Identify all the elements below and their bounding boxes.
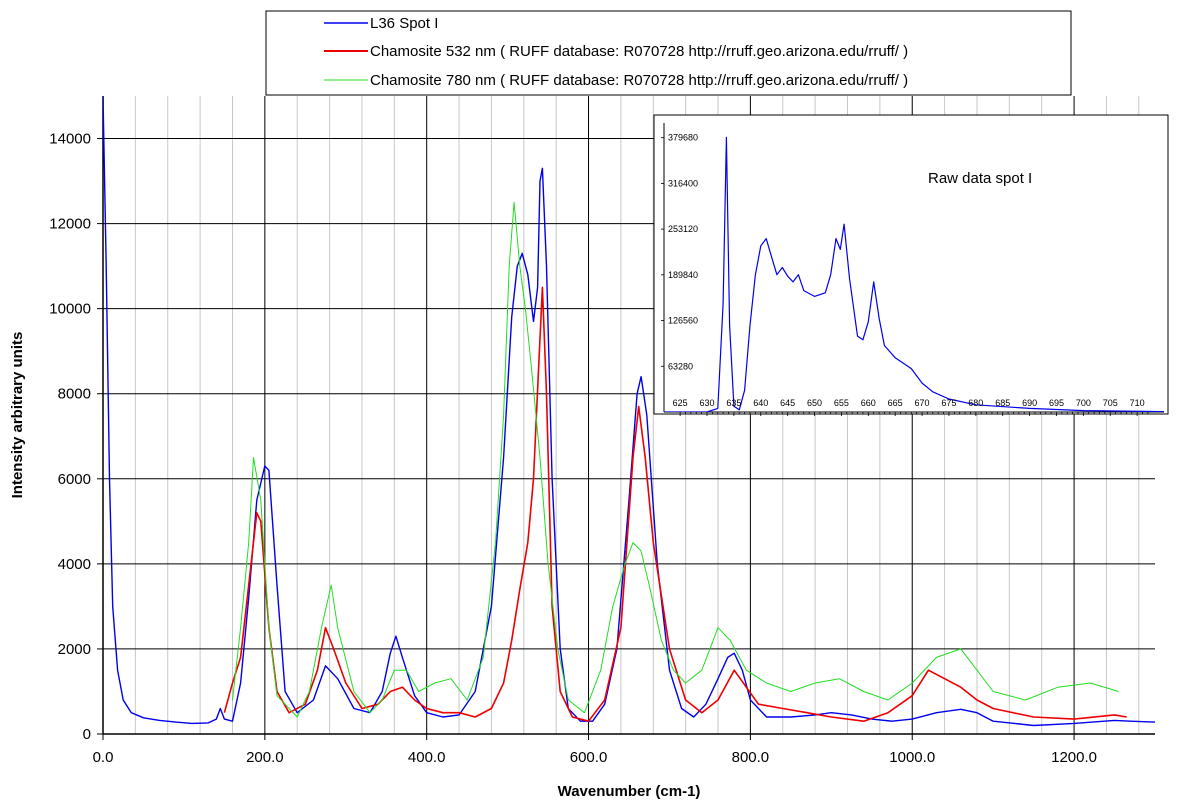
inset-plot: 625 630 635 640 645 650 655 660 665 670 675 680 685 6… <box>653 114 1169 416</box>
inset-y-tick-label: 63280 <box>668 361 693 371</box>
inset-x-tick-label: 660 <box>861 398 876 408</box>
inset-x-tick-label: 650 <box>807 398 822 408</box>
x-tick-label: 400.0 <box>408 749 446 766</box>
inset-x-tick-label: 700 <box>1076 398 1091 408</box>
legend-entry-532: Chamosite 532 nm ( RUFF database: R07072… <box>324 43 908 60</box>
inset-title: Raw data spot I <box>928 170 1032 187</box>
y-tick-label: 10000 <box>49 301 91 318</box>
main-y-tick-labels: 0 2000 4000 6000 8000 10000 12000 14000 <box>49 131 91 743</box>
y-tick-label: 0 <box>83 726 91 743</box>
legend-label-780: Chamosite 780 nm ( RUFF database: R07072… <box>370 72 908 89</box>
inset-x-tick-labels: 625 630 635 640 645 650 655 660 665 670 675 680 685 6… <box>673 398 1145 408</box>
inset-x-tick-label: 655 <box>834 398 849 408</box>
x-tick-label: 0.0 <box>93 749 114 766</box>
legend-label-l36: L36 Spot I <box>370 15 438 32</box>
x-axis-label: Wavenumber (cm-1) <box>558 783 701 800</box>
inset-x-tick-label: 695 <box>1049 398 1064 408</box>
series-line-0 <box>103 96 1155 727</box>
legend: L36 Spot I Chamosite 532 nm ( RUFF datab… <box>265 10 1072 96</box>
main-axes <box>97 96 1155 740</box>
legend-label-532: Chamosite 532 nm ( RUFF database: R07072… <box>370 43 908 60</box>
inset-y-tick-labels: 63280 126560 189840 253120 316400 379680 <box>668 133 698 372</box>
inset-x-tick-label: 645 <box>780 398 795 408</box>
x-tick-label: 200.0 <box>246 749 284 766</box>
y-tick-label: 12000 <box>49 216 91 233</box>
inset-y-tick-label: 189840 <box>668 270 698 280</box>
inset-x-tick-label: 625 <box>673 398 688 408</box>
inset-y-tick-label: 253120 <box>668 224 698 234</box>
inset-x-tick-label: 675 <box>941 398 956 408</box>
y-tick-label: 4000 <box>58 556 91 573</box>
y-tick-label: 8000 <box>58 386 91 403</box>
y-tick-label: 2000 <box>58 641 91 658</box>
inset-x-tick-label: 685 <box>995 398 1010 408</box>
inset-x-tick-label: 710 <box>1130 398 1145 408</box>
y-axis-label: Intensity arbitrary units <box>9 332 26 499</box>
inset-x-tick-label: 690 <box>1022 398 1037 408</box>
inset-x-tick-label: 705 <box>1103 398 1118 408</box>
inset-series-line <box>664 136 1164 412</box>
main-x-tick-labels: 0.0 200.0 400.0 600.0 800.0 1000.0 1200.0 <box>93 749 1097 766</box>
inset-x-tick-label: 635 <box>726 398 741 408</box>
series-line-2 <box>232 201 1119 718</box>
x-tick-label: 600.0 <box>570 749 608 766</box>
inset-box <box>653 114 1169 415</box>
inset-x-tick-label: 630 <box>699 398 714 408</box>
inset-x-tick-label: 640 <box>753 398 768 408</box>
x-tick-label: 1200.0 <box>1051 749 1097 766</box>
x-tick-label: 1000.0 <box>889 749 935 766</box>
y-tick-label: 6000 <box>58 471 91 488</box>
inset-x-tick-label: 680 <box>968 398 983 408</box>
inset-y-tick-label: 316400 <box>668 178 698 188</box>
y-tick-label: 14000 <box>49 131 91 148</box>
series-line-1 <box>223 286 1127 722</box>
x-tick-label: 800.0 <box>732 749 770 766</box>
inset-axes <box>661 123 1164 416</box>
legend-entry-780: Chamosite 780 nm ( RUFF database: R07072… <box>324 72 908 89</box>
legend-box <box>265 10 1072 96</box>
main-series-lines <box>103 96 1155 727</box>
inset-x-tick-label: 670 <box>915 398 930 408</box>
inset-y-tick-label: 379680 <box>668 133 698 143</box>
inset-y-tick-label: 126560 <box>668 316 698 326</box>
inset-series-line-0 <box>664 136 1164 412</box>
legend-entry-l36: L36 Spot I <box>324 15 438 32</box>
inset-x-tick-label: 665 <box>888 398 903 408</box>
